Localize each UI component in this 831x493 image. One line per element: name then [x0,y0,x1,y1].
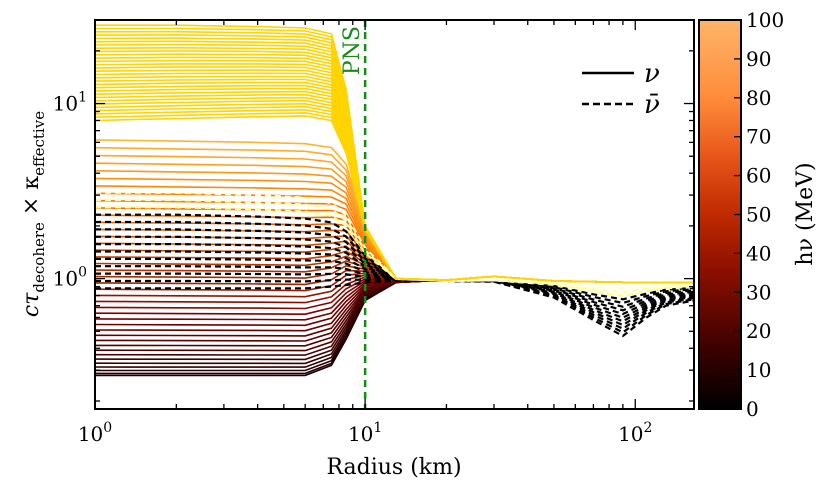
colorbar-tick-label: 50 [746,203,771,227]
y-tick-label: 101 [53,90,87,116]
y-axis-label: cτdecohere × κeffective [19,111,48,317]
nu-high-curve [95,99,694,284]
nu-high-curve [95,102,694,284]
nubar-curve [95,198,694,294]
nubar-curve [95,257,694,323]
x-tick-label: 102 [618,420,652,446]
legend-label-nu: ν [644,59,660,89]
nu-curve [95,146,694,284]
colorbar-tick-label: 0 [746,397,759,421]
nubar-curve [95,272,694,330]
nubar-curve [95,265,694,327]
y-label-sub1: decohere [30,222,48,293]
colorbar-tick-label: 70 [746,125,771,149]
legend-label-nubar: ν̄ [644,90,660,120]
colorbar-label: hν (MeV) [793,162,818,265]
plot-frame [94,19,695,410]
nu-curve [95,214,694,284]
colorbar-tick-label: 60 [746,164,771,188]
colorbar-tick-label: 40 [746,241,771,265]
nu-high-curve [95,108,694,284]
axis-ticks: 100 101 102 100 101 [53,19,694,446]
nubar-curve [95,213,694,301]
nu-curve [95,185,694,284]
colorbar-tick-label: 80 [746,86,771,110]
y-label-base: cτ [19,292,44,317]
nubar-curve [95,279,694,338]
nubar-curve [95,278,694,334]
nu-curve [95,275,694,361]
y-tick-label: 100 [53,265,87,291]
colorbar-tick-label: 30 [746,280,771,304]
nu-high-curve [95,53,694,284]
nu-high-curve [95,93,694,284]
colorbar-tick-label: 10 [746,358,771,382]
nubar-curve [95,235,694,312]
curve-layer [95,24,694,377]
nu-curve [95,139,694,284]
y-label-times: × κ [19,176,44,222]
nubar-curve [95,191,694,290]
colorbar-tick-label: 20 [746,319,771,343]
legend: ν ν̄ [582,59,660,120]
nu-curve [95,275,694,332]
nu-high-curve [95,37,694,284]
y-label-sub2: effective [30,111,48,176]
nu-high-curve [95,56,694,284]
colorbar-ticks: 0 10 20 30 40 50 60 70 80 90 100 [734,8,784,421]
nu-high-curve [95,96,694,284]
nu-curve [95,221,694,284]
colorbar-tick-label: 90 [746,47,771,71]
x-tick-label: 101 [348,420,382,446]
nu-high-curve [95,78,694,284]
x-tick-label: 100 [78,420,112,446]
pns-label: PNS [340,26,365,75]
nu-curve [95,275,694,356]
colorbar-tick-label: 100 [746,8,784,32]
x-axis-label: Radius (km) [326,455,461,480]
